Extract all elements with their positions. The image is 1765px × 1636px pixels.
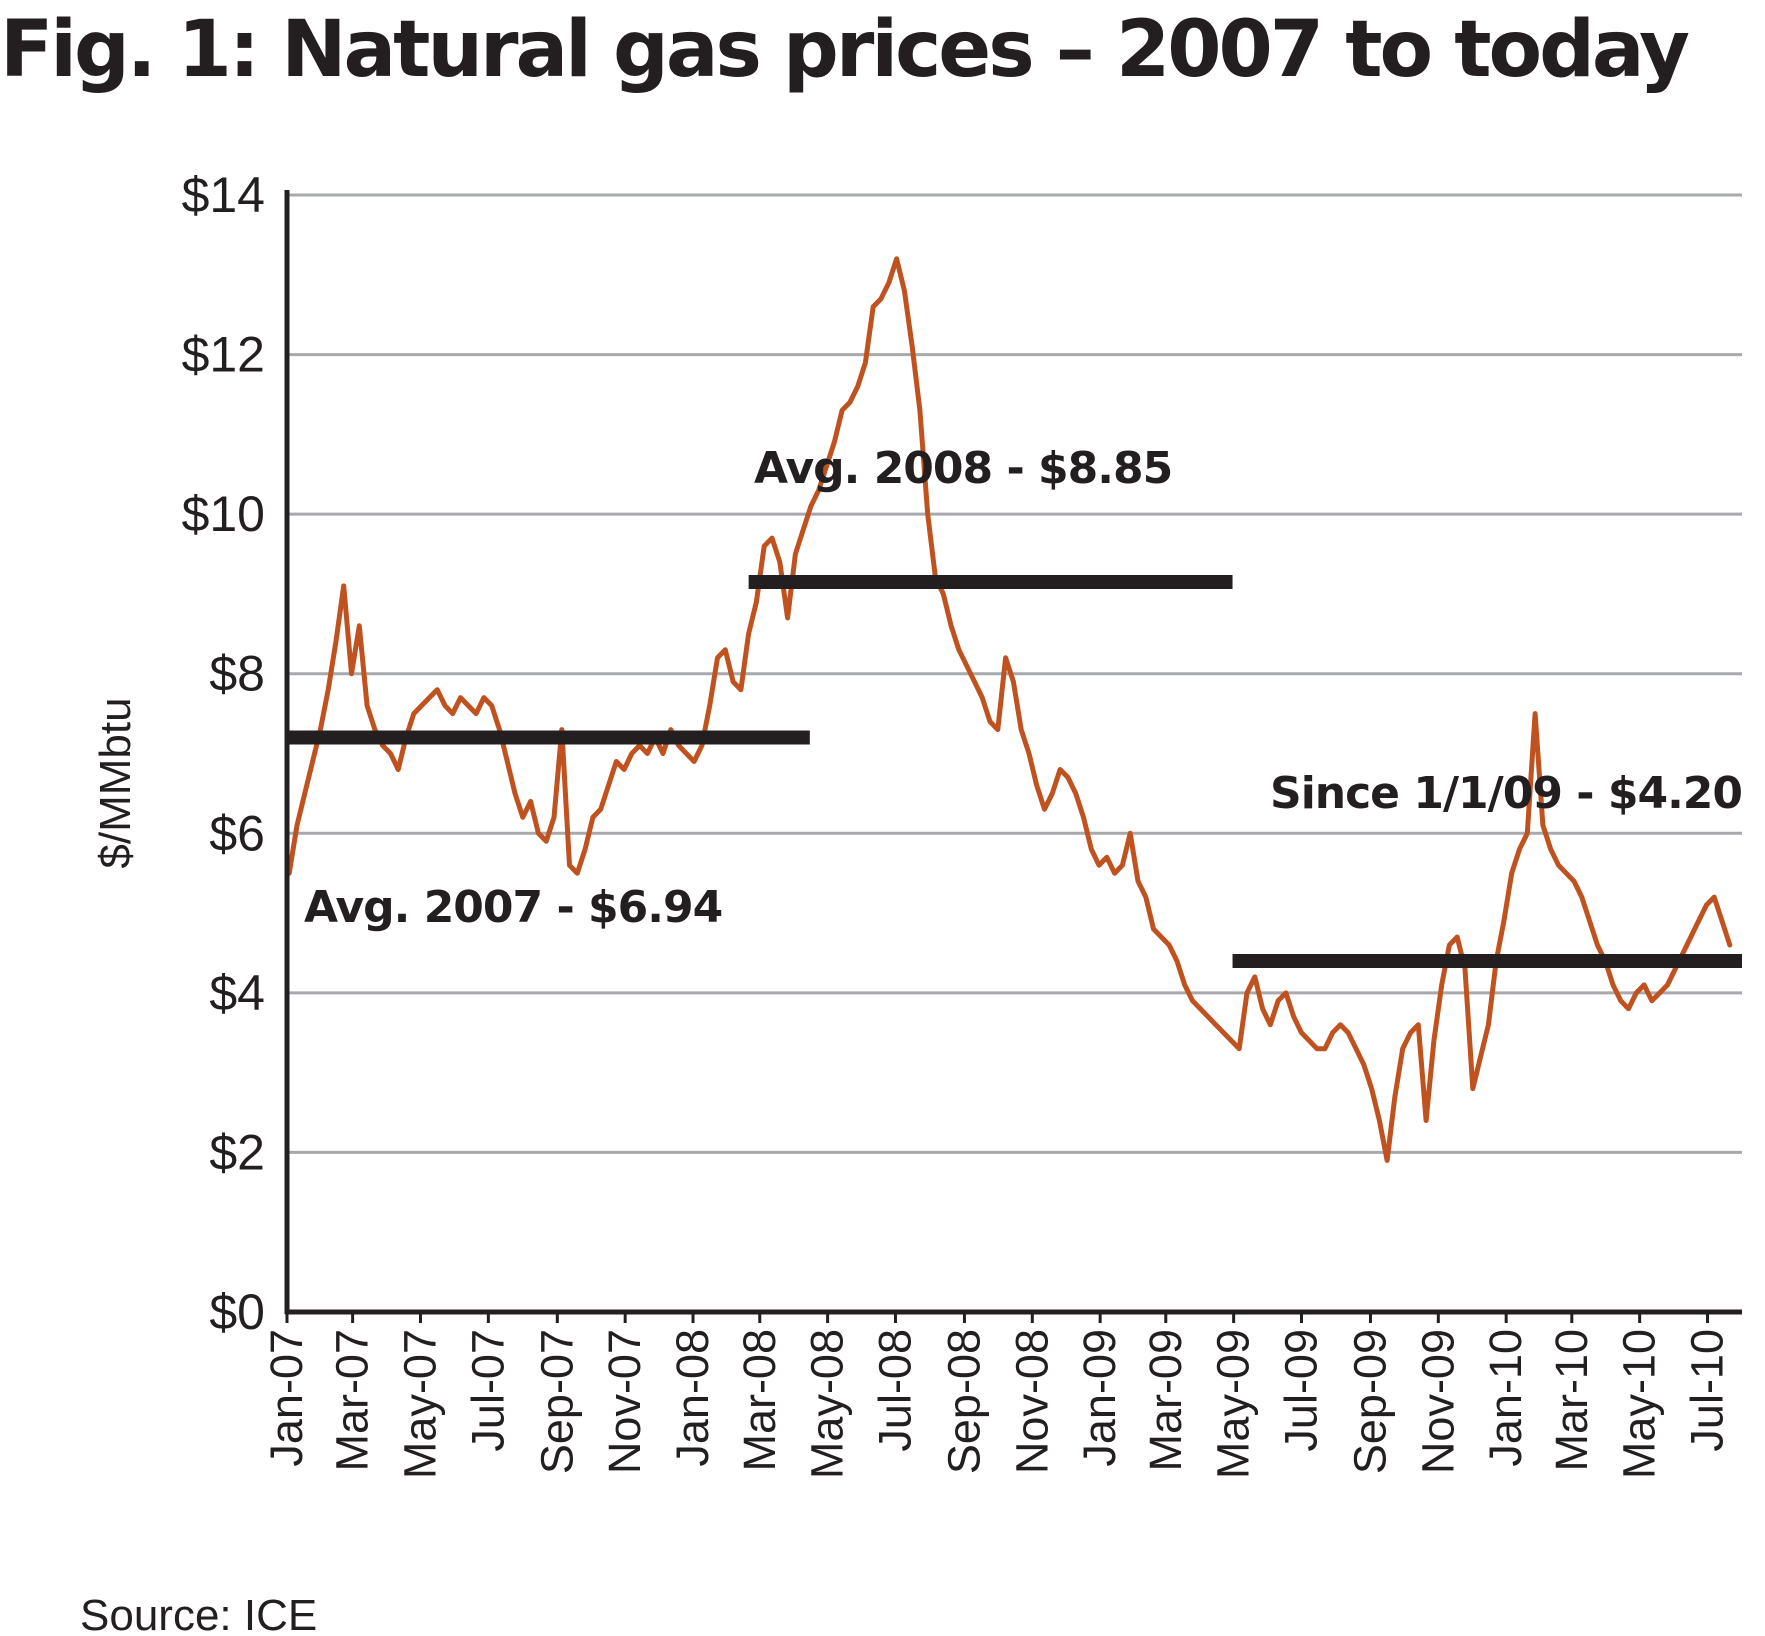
- x-tick-label: Jul-10: [1682, 1329, 1733, 1452]
- series-line-0: [286, 256, 1733, 1163]
- x-tick-label: Jan-08: [667, 1329, 718, 1467]
- y-tick-label: $6: [209, 805, 265, 861]
- axes: [284, 190, 1742, 1315]
- x-tick-label: Jul-07: [462, 1329, 513, 1452]
- x-tick-label: Nov-08: [1006, 1329, 1057, 1474]
- y-tick-label: $8: [209, 646, 265, 702]
- gridlines: [287, 193, 1742, 1154]
- x-tick-label: Sep-08: [938, 1329, 989, 1474]
- x-tick-label: Jan-09: [1074, 1329, 1125, 1467]
- y-tick-label: $2: [209, 1124, 265, 1180]
- y-tick-label: $0: [209, 1284, 265, 1340]
- annotation-avg-2008: Avg. 2008 - $8.85: [754, 443, 1172, 494]
- x-tick-label: Jul-08: [869, 1329, 920, 1452]
- x-tick-label: Sep-09: [1344, 1329, 1395, 1474]
- y-axis-ticks: $0 $2 $4 $6 $8 $10 $12 $14: [182, 167, 265, 1340]
- x-axis-ticks: Jan-07 Mar-07 May-07 Jul-07 Sep-07 Nov-07 Jan-…: [261, 1312, 1733, 1479]
- x-tick-label: May-07: [394, 1329, 445, 1479]
- series-layer: [286, 256, 1733, 1163]
- x-tick-label: Mar-08: [734, 1329, 785, 1472]
- x-tick-label: Jan-07: [261, 1329, 312, 1467]
- x-tick-label: Mar-09: [1140, 1329, 1191, 1472]
- annotation-avg-2007: Avg. 2007 - $6.94: [304, 882, 722, 933]
- y-tick-label: $14: [182, 167, 265, 223]
- x-tick-label: Sep-07: [531, 1329, 582, 1474]
- x-tick-label: Nov-09: [1412, 1329, 1463, 1474]
- y-axis-label: $/MMbtu: [91, 697, 140, 868]
- x-tick-label: May-09: [1208, 1329, 1259, 1479]
- y-tick-label: $10: [182, 486, 265, 542]
- x-tick-label: Jan-10: [1480, 1329, 1531, 1467]
- chart-title: Fig. 1: Natural gas prices – 2007 to tod…: [0, 5, 1690, 95]
- x-tick-label: Jul-09: [1275, 1329, 1326, 1452]
- x-tick-label: May-10: [1614, 1329, 1665, 1479]
- y-tick-label: $12: [182, 327, 265, 383]
- x-tick-label: May-08: [802, 1329, 853, 1479]
- y-tick-label: $4: [209, 965, 265, 1021]
- x-tick-label: Nov-07: [599, 1329, 650, 1474]
- x-tick-label: Mar-10: [1546, 1329, 1597, 1472]
- average-lines: [287, 574, 1742, 968]
- source-note: Source: ICE: [80, 1591, 317, 1636]
- annotation-since-2009: Since 1/1/09 - $4.20: [1270, 768, 1742, 819]
- x-tick-label: Mar-07: [327, 1329, 378, 1472]
